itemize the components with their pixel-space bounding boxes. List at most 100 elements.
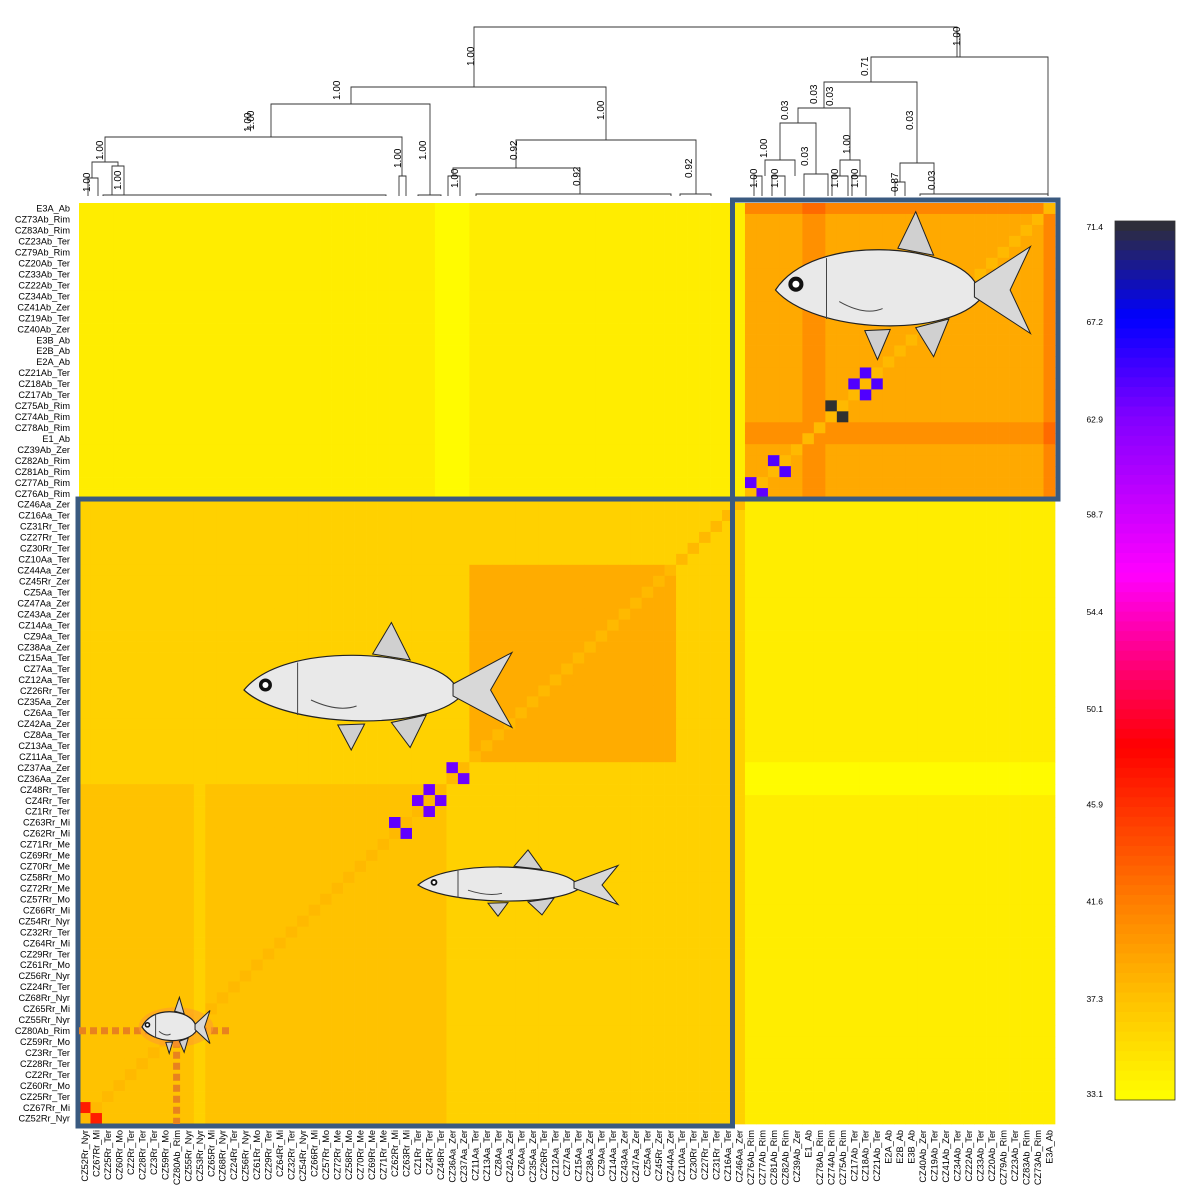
heatmap-cell bbox=[193, 773, 206, 785]
heatmap-cell bbox=[1032, 499, 1044, 511]
heatmap-cell bbox=[492, 411, 505, 423]
heatmap-cell bbox=[836, 795, 849, 807]
heatmap-cell bbox=[871, 531, 884, 544]
heatmap-cell bbox=[515, 608, 528, 620]
heatmap-cell bbox=[549, 718, 562, 730]
heatmap-cell bbox=[193, 389, 206, 401]
heatmap-cell bbox=[308, 301, 321, 313]
heatmap-cell bbox=[147, 806, 160, 818]
heatmap-cell bbox=[928, 203, 941, 215]
heatmap-cell bbox=[687, 444, 700, 456]
heatmap-cell bbox=[607, 301, 620, 313]
heatmap-cell bbox=[285, 795, 298, 807]
heatmap-cell bbox=[331, 542, 344, 555]
heatmap-cell bbox=[940, 795, 953, 807]
heatmap-cell bbox=[320, 608, 332, 620]
heatmap-cell bbox=[882, 685, 895, 697]
heatmap-cell bbox=[239, 444, 252, 456]
heatmap-cell bbox=[802, 477, 815, 489]
heatmap-cell bbox=[641, 542, 654, 555]
heatmap-cell bbox=[802, 729, 815, 741]
heatmap-cell bbox=[297, 246, 309, 259]
heatmap-cell bbox=[297, 477, 309, 489]
heatmap-cell bbox=[813, 531, 826, 544]
heatmap-cell bbox=[124, 433, 137, 445]
heatmap-cell bbox=[239, 499, 252, 511]
heatmap-cell bbox=[813, 827, 826, 840]
heatmap-cell bbox=[526, 542, 539, 555]
heatmap-cell bbox=[572, 564, 585, 577]
heatmap-cell bbox=[882, 806, 895, 818]
heatmap-cell bbox=[400, 586, 413, 599]
heatmap-cell bbox=[997, 762, 1010, 774]
heatmap-cell bbox=[756, 488, 769, 500]
heatmap-cell bbox=[1020, 356, 1033, 368]
heatmap-cell bbox=[595, 411, 608, 423]
heatmap-cell bbox=[836, 652, 849, 664]
heatmap-cell bbox=[492, 433, 505, 445]
heatmap-cell bbox=[595, 564, 608, 577]
heatmap-cell bbox=[710, 356, 723, 368]
heatmap-cell bbox=[871, 718, 884, 730]
heatmap-cell bbox=[308, 773, 321, 785]
heatmap-cell bbox=[595, 345, 608, 357]
heatmap-cell bbox=[170, 751, 183, 763]
heatmap-cell bbox=[836, 685, 849, 697]
heatmap-cell bbox=[90, 718, 103, 730]
heatmap-cell bbox=[538, 367, 551, 379]
heatmap-cell bbox=[572, 422, 585, 434]
heatmap-cell bbox=[813, 608, 826, 620]
heatmap-cell bbox=[1032, 652, 1044, 664]
heatmap-cell bbox=[320, 806, 332, 818]
heatmap-cell bbox=[641, 312, 654, 324]
heatmap-cell bbox=[997, 499, 1010, 511]
heatmap-cell bbox=[618, 773, 631, 785]
heatmap-cell bbox=[894, 630, 907, 642]
heatmap-cell bbox=[1020, 520, 1033, 533]
heatmap-cell bbox=[124, 279, 137, 292]
heatmap-cell bbox=[377, 531, 390, 544]
heatmap-cell bbox=[434, 455, 447, 467]
heatmap-cell bbox=[940, 213, 953, 226]
heatmap-cell bbox=[917, 663, 930, 675]
heatmap-cell bbox=[182, 630, 195, 642]
heatmap-cell bbox=[767, 608, 780, 620]
heatmap-cell bbox=[928, 641, 941, 653]
heatmap-cell bbox=[940, 520, 953, 533]
heatmap-cell bbox=[228, 740, 241, 752]
heatmap-cell bbox=[457, 488, 470, 500]
heatmap-cell bbox=[147, 740, 160, 752]
heatmap-cell bbox=[710, 553, 723, 566]
heatmap-cell bbox=[756, 400, 769, 412]
heatmap-cell bbox=[790, 444, 803, 456]
heatmap-cell bbox=[434, 553, 447, 566]
heatmap-cell bbox=[320, 301, 332, 313]
heatmap-cell bbox=[492, 827, 505, 840]
heatmap-cell bbox=[802, 553, 815, 566]
heatmap-cell bbox=[951, 564, 964, 577]
heatmap-cell bbox=[779, 345, 792, 357]
heatmap-cell bbox=[722, 422, 734, 434]
heatmap-cell bbox=[722, 477, 734, 489]
heatmap-cell bbox=[756, 356, 769, 368]
heatmap-cell bbox=[526, 356, 539, 368]
heatmap-cell bbox=[434, 795, 447, 807]
heatmap-cell bbox=[951, 773, 964, 785]
heatmap-cell bbox=[676, 707, 688, 719]
heatmap-cell bbox=[446, 477, 459, 489]
heatmap-cell bbox=[940, 433, 953, 445]
heatmap-cell bbox=[676, 663, 688, 675]
heatmap-cell bbox=[607, 235, 620, 248]
heatmap-cell bbox=[710, 367, 723, 379]
heatmap-cell bbox=[469, 433, 482, 445]
heatmap-cell bbox=[710, 696, 723, 708]
heatmap-cell bbox=[848, 378, 861, 390]
heatmap-cell bbox=[251, 817, 264, 829]
heatmap-cell bbox=[997, 334, 1010, 346]
heatmap-cell bbox=[170, 499, 183, 511]
heatmap-cell bbox=[825, 323, 838, 335]
heatmap-cell bbox=[274, 586, 287, 599]
heatmap-cell bbox=[653, 586, 665, 599]
heatmap-cell bbox=[848, 520, 861, 533]
heatmap-cell bbox=[802, 817, 815, 829]
